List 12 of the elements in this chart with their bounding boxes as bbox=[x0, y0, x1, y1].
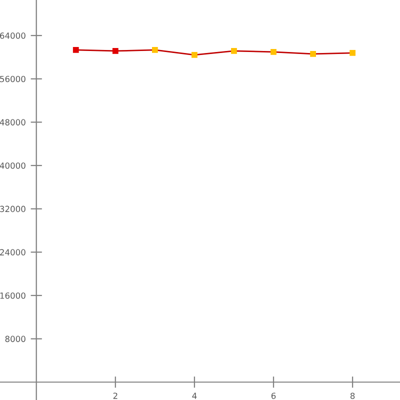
x-tick-label: 6 bbox=[271, 392, 276, 399]
y-tick-label: 8000 bbox=[5, 336, 26, 342]
y-tick-label: 48000 bbox=[0, 119, 26, 126]
y-tick-label: 40000 bbox=[0, 162, 26, 169]
x-tick-label: 8 bbox=[350, 392, 355, 399]
x-tick-label: 2 bbox=[113, 392, 118, 399]
y-tick-label: 56000 bbox=[0, 76, 26, 82]
y-tick-label: 64000 bbox=[0, 32, 26, 39]
y-tick-label: 16000 bbox=[0, 292, 26, 299]
y-tick-label: 24000 bbox=[0, 249, 26, 256]
x-tick-label: 4 bbox=[192, 392, 197, 399]
y-tick-label: 32000 bbox=[0, 206, 26, 212]
